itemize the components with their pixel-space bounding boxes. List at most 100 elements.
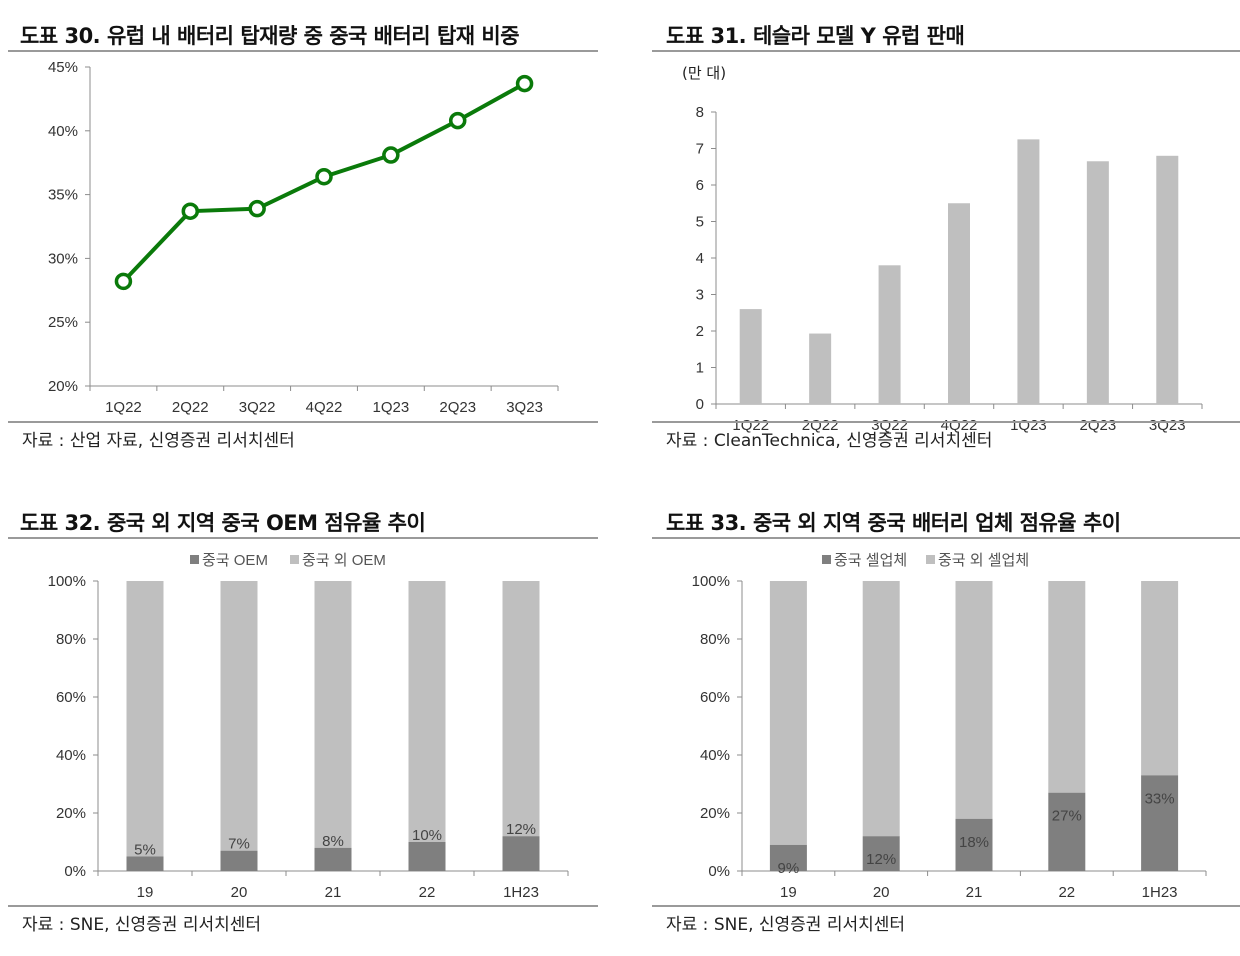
bar-segment-china [862,836,900,871]
bar-segment-other [220,581,258,851]
y-tick-label: 0% [708,863,730,880]
legend-label: 중국 외 셀업체 [938,552,1029,569]
y-tick-label: 0 [696,396,704,413]
data-label: 18% [959,834,989,851]
bar-segment-other [955,581,993,819]
chart-title: 도표 33. 중국 외 지역 중국 배터리 업체 점유율 추이 [666,511,1121,535]
x-tick-label: 1Q23 [1010,417,1047,434]
x-tick-label: 1H23 [1142,884,1178,901]
bar-segment-other [1141,581,1179,776]
x-tick-label: 1H23 [503,884,539,901]
y-tick-label: 80% [700,631,730,648]
title-rule [8,537,598,539]
y-tick-label: 20% [700,805,730,822]
chart-source: 자료 : SNE, 신영증권 리서치센터 [22,915,262,935]
y-tick-label: 0% [64,863,86,880]
x-tick-label: 1Q22 [105,399,142,416]
title-rule [8,50,598,52]
y-tick-label: 3 [696,287,704,304]
bar-segment-china [769,844,807,871]
bar-segment-other [314,581,352,848]
x-tick-label: 2Q23 [439,399,476,416]
data-label: 33% [1145,790,1175,807]
data-label: 27% [1052,808,1082,825]
chart-panel-33: 도표 33. 중국 외 지역 중국 배터리 업체 점유율 추이 100% 80% 6… [652,505,1240,945]
data-point [248,199,266,218]
y-tick-label: 100% [692,573,730,590]
line-chart-china-battery-share: 45% 40% 35% 30% 25% 20% 1Q22 2Q22 3Q22 4Q22 1Q23 2Q… [48,59,559,416]
data-point [114,272,133,291]
x-tick-label: 21 [966,884,983,901]
legend-swatch [822,555,831,564]
y-tick-label: 100% [48,573,86,590]
data-label: 9% [778,860,800,877]
y-tick-label: 5 [696,214,704,231]
y-tick-label: 80% [56,631,86,648]
stacked-bar-chart-cell-maker-share: 100% 80% 60% 40% 20% 0% 19 20 21 22 1H23 중국 셀업체 중국 외… [692,552,1207,901]
x-tick-label: 2Q22 [172,399,209,416]
source-rule [652,421,1240,423]
bar [948,203,970,404]
y-tick-label: 25% [48,314,78,331]
y-tick-label: 60% [700,689,730,706]
x-tick-label: 22 [419,884,436,901]
bar-segment-china [502,836,540,871]
legend-label: 중국 OEM [202,552,268,569]
data-point [448,111,467,130]
bar [739,309,762,404]
bar [809,333,832,404]
unit-label: (만 대) [682,64,727,82]
bar-segment-china [1141,775,1179,871]
bar-segment-china [220,850,258,871]
source-rule [8,421,598,423]
legend-swatch [926,555,935,564]
x-tick-label: 3Q22 [239,399,276,416]
title-rule [652,50,1240,52]
y-tick-label: 8 [696,104,704,121]
x-tick-label: 19 [780,884,797,901]
legend-label: 중국 셀업체 [834,552,907,569]
x-tick-label: 22 [1058,884,1075,901]
y-tick-label: 4 [696,250,704,267]
x-tick-label: 21 [325,884,342,901]
data-label: 12% [506,821,536,838]
legend-swatch [190,555,199,564]
x-tick-label: 2Q23 [1080,417,1117,434]
x-tick-label: 1Q23 [373,399,410,416]
chart-panel-32: 도표 32. 중국 외 지역 중국 OEM 점유율 추이 100% 80% 60% 4… [8,505,598,945]
bar [878,265,901,404]
y-tick-label: 40% [56,747,86,764]
data-label: 7% [228,836,250,853]
data-point [315,167,333,186]
bar [1156,155,1179,404]
bar [1017,139,1040,404]
y-tick-label: 30% [48,250,78,267]
chart-source: 자료 : 산업 자료, 신영증권 리서치센터 [22,431,295,451]
data-label: 10% [412,827,442,844]
data-label: 12% [866,851,896,868]
bar-segment-china [126,856,164,871]
bar-segment-other [126,581,164,857]
chart-panel-30: 도표 30. 유럽 내 배터리 탑재량 중 중국 배터리 탑재 비중 45% 40… [8,18,598,458]
data-label: 5% [134,842,156,859]
x-tick-label: 20 [873,884,890,901]
bar-segment-other [1048,581,1086,793]
y-tick-label: 20% [56,805,86,822]
chart-title: 도표 31. 테슬라 모델 Y 유럽 판매 [666,24,965,48]
chart-title: 도표 32. 중국 외 지역 중국 OEM 점유율 추이 [20,511,426,535]
x-tick-label: 3Q23 [1149,417,1186,434]
x-tick-label: 3Q23 [506,399,543,416]
chart-title: 도표 30. 유럽 내 배터리 탑재량 중 중국 배터리 탑재 비중 [20,24,520,48]
legend-label: 중국 외 OEM [302,552,386,569]
bar [1086,161,1109,404]
y-tick-label: 20% [48,378,78,395]
y-tick-label: 7 [696,141,704,158]
y-tick-label: 35% [48,187,78,204]
bar-segment-other [769,581,807,845]
data-point [181,202,200,220]
bar-segment-other [862,581,900,837]
y-tick-label: 6 [696,177,704,194]
data-label: 8% [322,833,344,850]
source-rule [652,905,1240,907]
